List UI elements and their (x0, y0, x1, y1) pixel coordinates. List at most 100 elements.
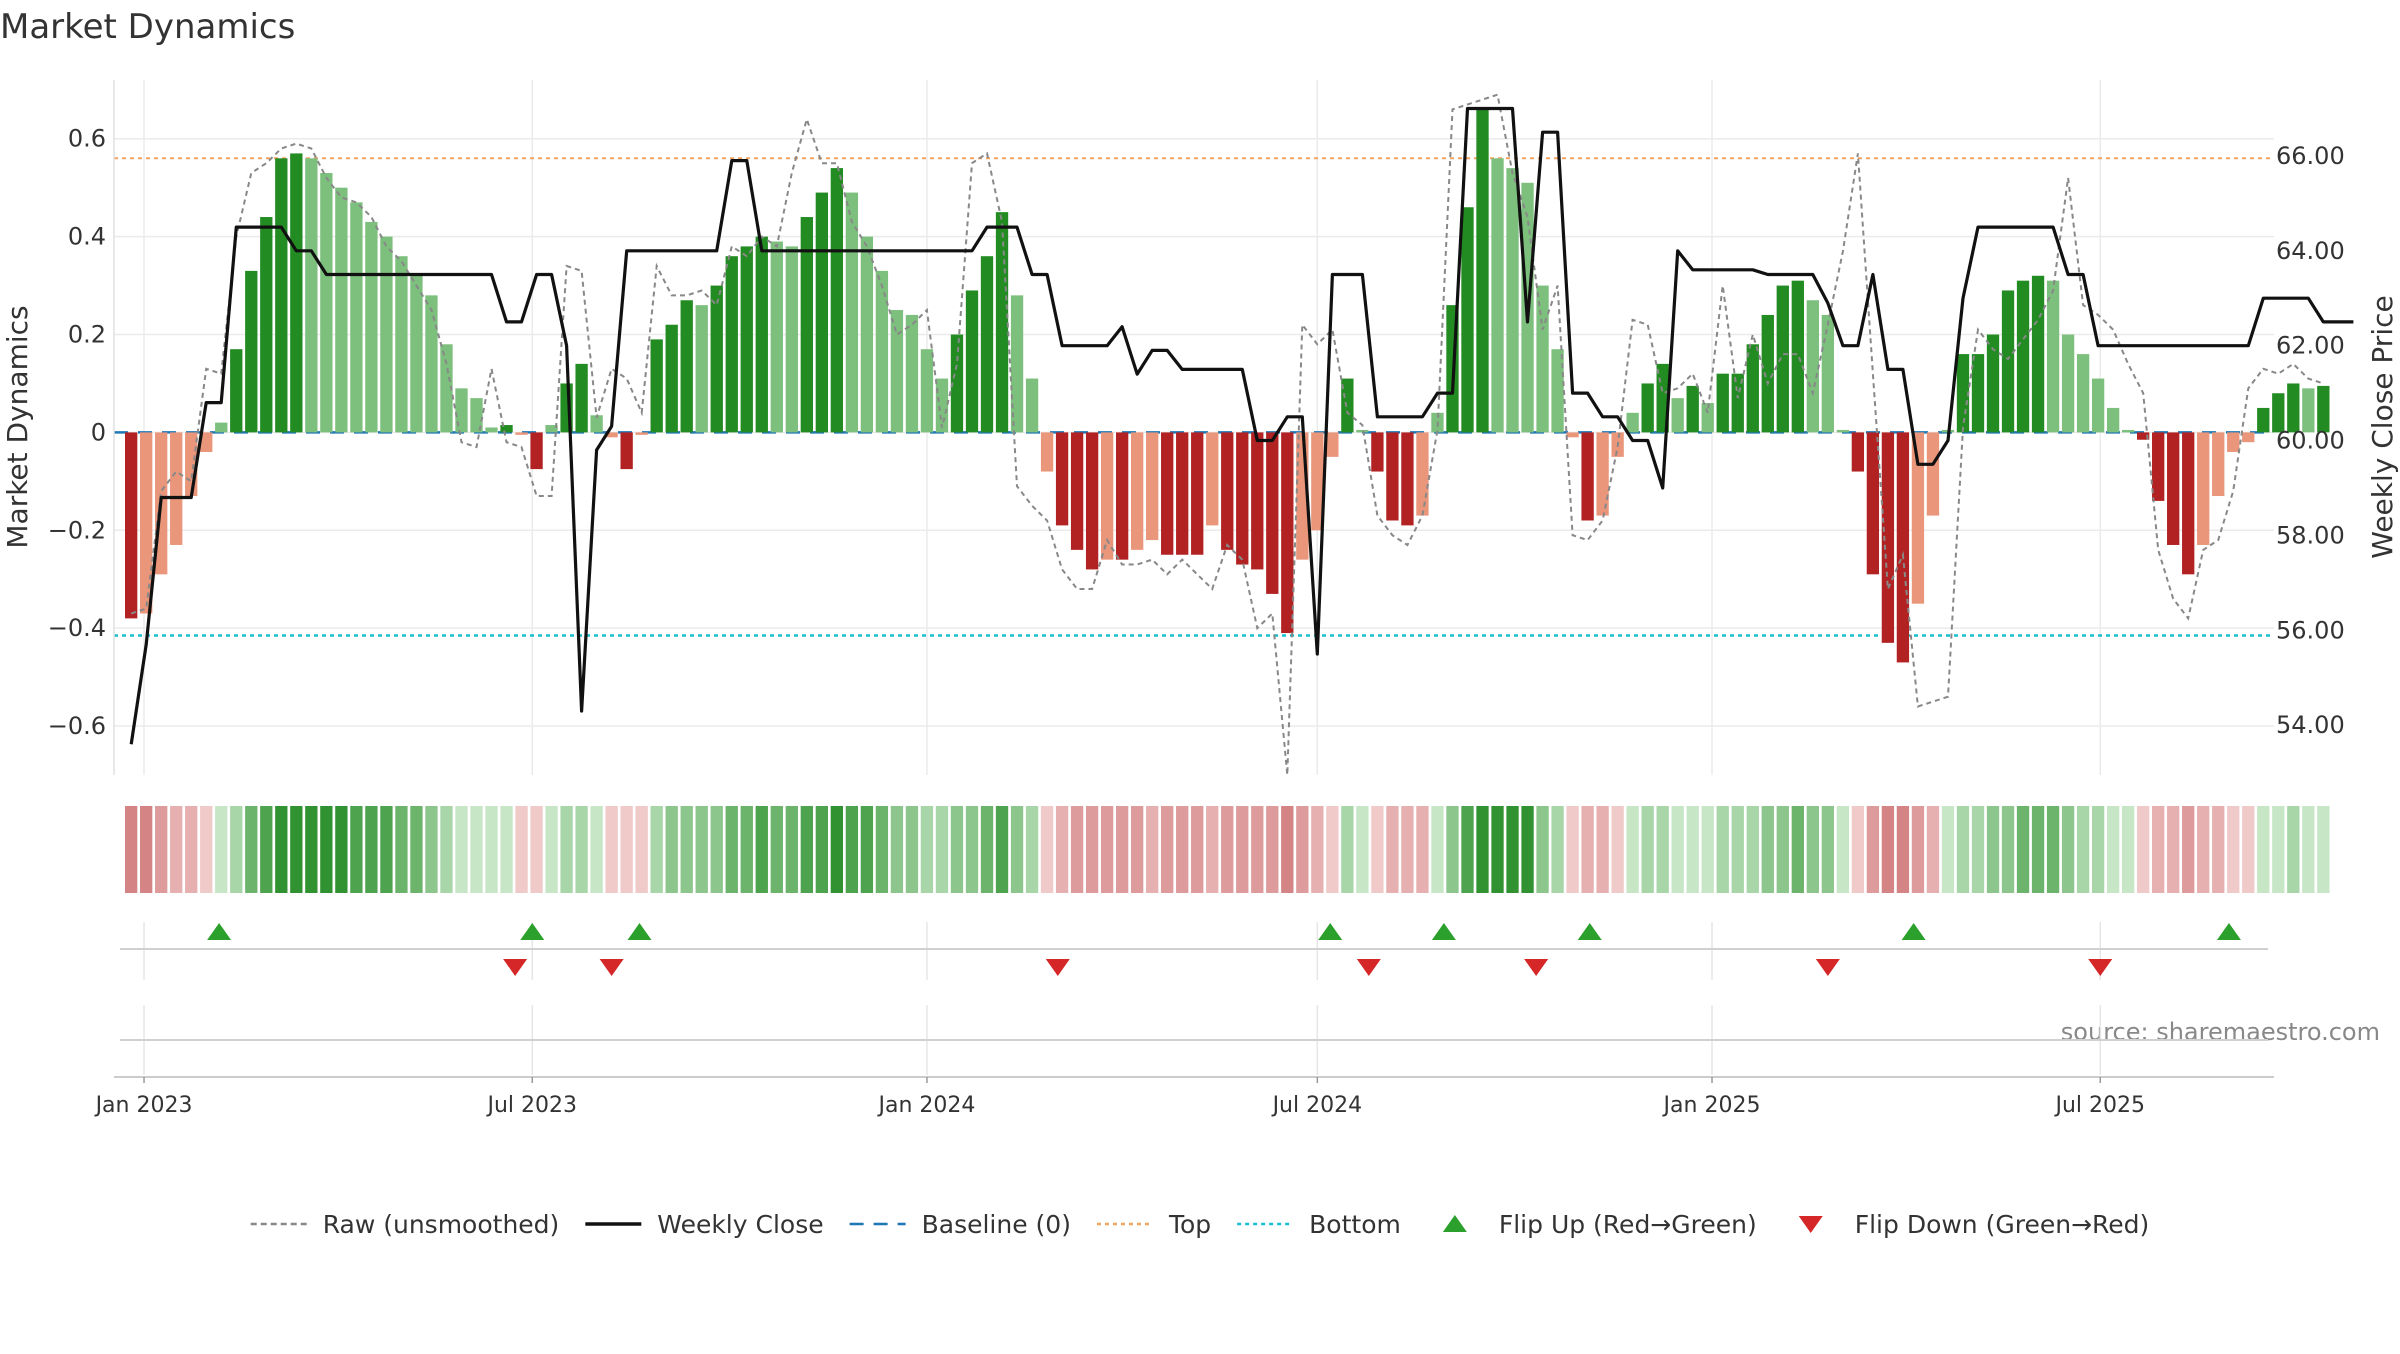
band-cell-60 (1025, 806, 1039, 893)
band-cell-112 (1806, 806, 1819, 893)
band-cell-85 (1401, 806, 1414, 893)
bar-12 (305, 158, 318, 433)
bar-125 (2001, 290, 2015, 433)
flip-up-marker-5 (1577, 923, 1602, 940)
bar-17 (380, 236, 393, 433)
left-tick-label-4: 0.2 (68, 321, 106, 349)
band-cell-106 (1716, 806, 1729, 893)
band-cell-132 (2106, 806, 2120, 893)
bar-114 (1836, 429, 1850, 433)
band-cell-71 (1191, 806, 1204, 893)
x-axis: Jan 2023 Jul 2023 Jan 2024 Jul 2024 Jan 2025… (94, 1076, 2274, 1118)
bar-20 (425, 295, 438, 433)
band-cell-67 (1131, 806, 1144, 893)
band-cell-66 (1115, 806, 1129, 893)
band-cell-38 (695, 806, 708, 893)
band-cell-53 (920, 806, 934, 893)
legend-label-6: Flip Down (Green→Red) (1855, 1210, 2150, 1239)
bar-81 (1341, 378, 1354, 433)
bar-64 (1085, 432, 1099, 570)
band-cell-98 (1596, 806, 1609, 893)
band-cell-58 (995, 806, 1009, 893)
flip-up-marker-2 (627, 923, 652, 940)
bar-63 (1070, 432, 1084, 550)
band-cell-90 (1476, 806, 1489, 893)
band-cell-31 (590, 806, 603, 893)
band-cell-41 (740, 806, 753, 893)
band-cell-6 (215, 806, 228, 893)
bar-95 (1551, 349, 1564, 433)
x-tick-label-3: Jul 2024 (1271, 1093, 1363, 1118)
bar-72 (1206, 432, 1219, 526)
bar-46 (815, 192, 829, 433)
band-cell-15 (350, 806, 363, 893)
band-cell-49 (860, 806, 874, 893)
bar-74 (1236, 432, 1249, 565)
band-cell-109 (1761, 806, 1774, 893)
band-cell-36 (665, 806, 678, 893)
chart-title: Market Dynamics (0, 7, 295, 47)
band-cell-97 (1581, 806, 1594, 893)
band-cell-5 (200, 806, 213, 893)
bar-25 (500, 425, 513, 433)
band-cell-61 (1040, 806, 1054, 893)
band-cell-127 (2031, 806, 2045, 893)
band-cell-145 (2302, 806, 2315, 893)
flip-down-marker-0 (503, 959, 528, 976)
bar-8 (245, 270, 258, 433)
bar-16 (365, 221, 378, 433)
flip-up-marker-4 (1431, 923, 1456, 940)
band-cell-95 (1551, 806, 1564, 893)
band-cell-37 (680, 806, 693, 893)
band-cell-69 (1161, 806, 1174, 893)
bar-55 (950, 334, 964, 433)
x-tick-label-0: Jan 2023 (94, 1093, 193, 1118)
bar-86 (1416, 432, 1429, 516)
bar-61 (1040, 432, 1054, 472)
raw-line (130, 93, 2324, 776)
band-cell-83 (1371, 806, 1384, 893)
flip-up-marker-3 (1318, 923, 1343, 940)
bar-91 (1491, 158, 1504, 433)
bar-137 (2182, 432, 2195, 575)
bar-51 (890, 310, 904, 433)
bar-27 (530, 432, 543, 470)
bar-105 (1701, 403, 1714, 433)
bar-104 (1686, 385, 1699, 433)
band-cell-136 (2167, 806, 2180, 893)
legend-item-4: Bottom (1237, 1210, 1401, 1239)
band-cell-107 (1731, 806, 1744, 893)
bar-24 (485, 427, 498, 433)
band-cell-105 (1701, 806, 1714, 893)
legend-item-1: Weekly Close (585, 1210, 824, 1239)
band-cell-72 (1206, 806, 1219, 893)
band-cell-120 (1926, 806, 1940, 893)
band-cell-108 (1746, 806, 1759, 893)
band-cell-81 (1341, 806, 1354, 893)
bar-97 (1581, 432, 1594, 521)
bar-62 (1055, 432, 1069, 526)
bar-116 (1866, 432, 1880, 575)
bar-50 (875, 270, 889, 433)
close-line (129, 106, 2354, 745)
x-tick-label-1: Jul 2023 (486, 1093, 578, 1118)
bar-113 (1821, 314, 1834, 433)
band-cell-18 (395, 806, 408, 893)
bar-75 (1251, 432, 1264, 570)
band-cell-103 (1671, 806, 1684, 893)
source-label: source: sharemaestro.com (2061, 1018, 2380, 1046)
grid (114, 80, 2274, 1075)
band-cell-27 (530, 806, 543, 893)
bar-127 (2031, 275, 2045, 433)
band-cell-123 (1971, 806, 1985, 893)
bar-103 (1671, 398, 1684, 433)
left-tick-label-6: 0.6 (68, 125, 106, 153)
band-cell-11 (290, 806, 303, 893)
band-cell-144 (2287, 806, 2300, 893)
band-cell-39 (710, 806, 723, 893)
legend-label-1: Weekly Close (657, 1210, 823, 1239)
band-cell-8 (245, 806, 258, 893)
bar-118 (1896, 432, 1910, 663)
legend-item-6: Flip Down (Green→Red) (1798, 1210, 2150, 1239)
